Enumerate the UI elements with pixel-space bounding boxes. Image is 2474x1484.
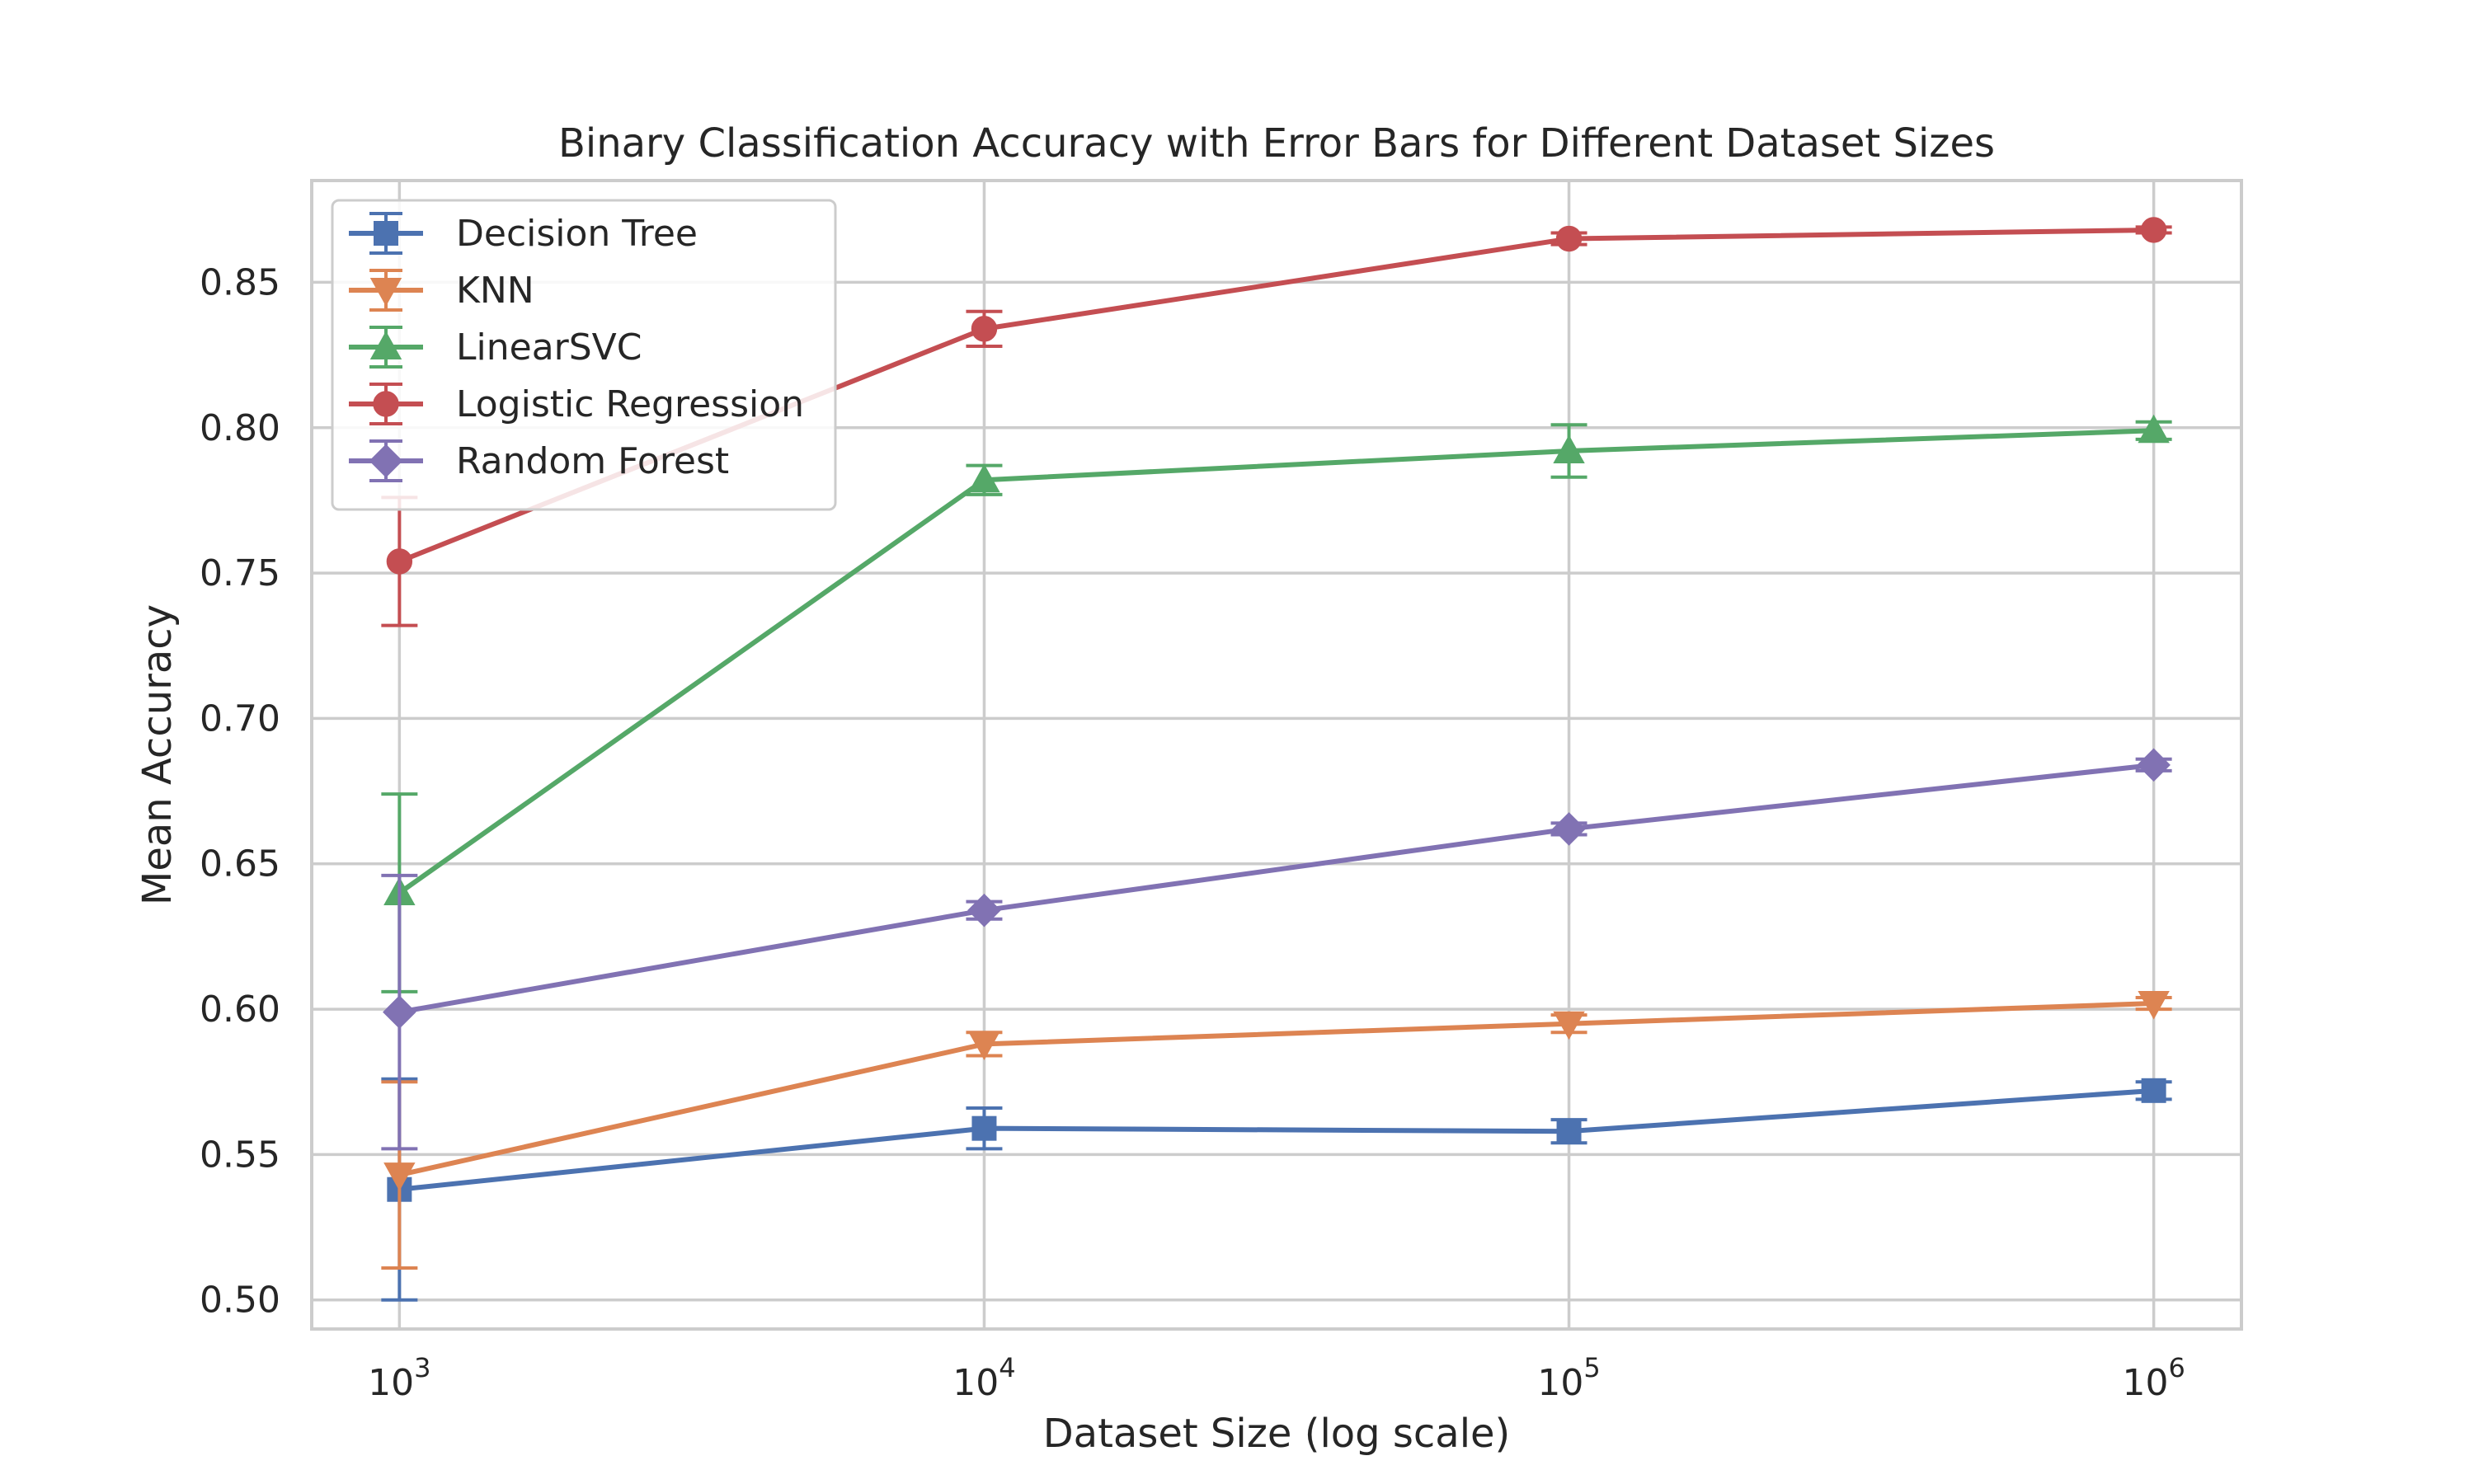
legend-marker bbox=[373, 391, 399, 417]
legend-label: Logistic Regression bbox=[456, 383, 804, 425]
legend-label: Random Forest bbox=[456, 440, 729, 482]
y-tick-label: 0.70 bbox=[200, 697, 280, 740]
x-tick-exponent: 3 bbox=[414, 1352, 430, 1383]
data-point bbox=[1555, 225, 1583, 252]
y-tick-label: 0.65 bbox=[200, 843, 280, 885]
legend-marker bbox=[369, 444, 403, 478]
data-point bbox=[383, 1162, 416, 1191]
series-line bbox=[398, 1001, 2154, 1178]
legend-item: KNN bbox=[349, 269, 534, 312]
x-tick-base: 10 bbox=[2122, 1362, 2168, 1404]
data-point bbox=[2140, 217, 2167, 243]
series-linearsvc bbox=[381, 414, 2172, 993]
legend-label: KNN bbox=[456, 270, 534, 312]
legend-item: Random Forest bbox=[349, 439, 729, 482]
x-axis-label: Dataset Size (log scale) bbox=[1043, 1411, 1511, 1457]
x-tick-base: 10 bbox=[1537, 1362, 1583, 1404]
y-tick-label: 0.50 bbox=[200, 1280, 280, 1322]
data-point bbox=[1553, 1011, 1585, 1040]
x-tick-exponent: 6 bbox=[2168, 1352, 2185, 1383]
legend-label: Decision Tree bbox=[456, 213, 698, 255]
legend-item: LinearSVC bbox=[349, 326, 642, 369]
legend: Decision Tree KNN LinearSVC Logistic Regres… bbox=[331, 199, 837, 511]
data-point bbox=[967, 893, 1001, 928]
legend-marker bbox=[374, 221, 398, 246]
data-point bbox=[968, 463, 1000, 493]
y-tick-label: 0.85 bbox=[200, 261, 280, 303]
x-tick-label: 105 bbox=[1537, 1352, 1600, 1404]
data-point bbox=[2141, 1078, 2166, 1103]
legend-item: Decision Tree bbox=[349, 212, 698, 255]
data-point bbox=[1556, 1119, 1582, 1144]
x-tick-base: 10 bbox=[368, 1362, 414, 1404]
y-tick-label: 0.75 bbox=[200, 552, 280, 594]
legend-marker bbox=[369, 331, 402, 359]
data-point bbox=[383, 995, 416, 1029]
plot-frame bbox=[310, 179, 2243, 1331]
data-point bbox=[1552, 812, 1586, 846]
data-point bbox=[2137, 748, 2171, 782]
legend-item: Logistic Regression bbox=[349, 383, 804, 425]
x-tick-label: 104 bbox=[952, 1352, 1015, 1404]
x-tick-base: 10 bbox=[952, 1362, 999, 1404]
y-tick-label: 0.60 bbox=[200, 989, 280, 1031]
series-line bbox=[397, 428, 2154, 895]
series-random-forest bbox=[381, 748, 2172, 1151]
y-axis-label: Mean Accuracy bbox=[134, 604, 181, 905]
data-point bbox=[386, 548, 413, 575]
series-line bbox=[398, 762, 2154, 1015]
data-point bbox=[1553, 434, 1585, 463]
x-tick-label: 106 bbox=[2122, 1352, 2185, 1404]
y-tick-label: 0.55 bbox=[200, 1134, 280, 1176]
data-point bbox=[2138, 414, 2170, 444]
x-tick-exponent: 4 bbox=[999, 1352, 1015, 1383]
legend-label: LinearSVC bbox=[456, 326, 642, 369]
legend-marker bbox=[369, 278, 402, 307]
data-layer bbox=[381, 217, 2172, 1302]
data-point bbox=[2138, 991, 2170, 1020]
chart-title: Binary Classification Accuracy with Erro… bbox=[558, 120, 1995, 167]
series-line bbox=[399, 1087, 2154, 1192]
series-knn bbox=[381, 991, 2172, 1270]
x-tick-exponent: 5 bbox=[1583, 1352, 1600, 1383]
x-tick-label: 103 bbox=[368, 1352, 430, 1404]
data-point bbox=[971, 316, 998, 342]
legend-box bbox=[331, 199, 837, 511]
y-tick-label: 0.80 bbox=[200, 407, 280, 449]
data-point bbox=[968, 1031, 1000, 1060]
data-point bbox=[971, 1115, 997, 1141]
